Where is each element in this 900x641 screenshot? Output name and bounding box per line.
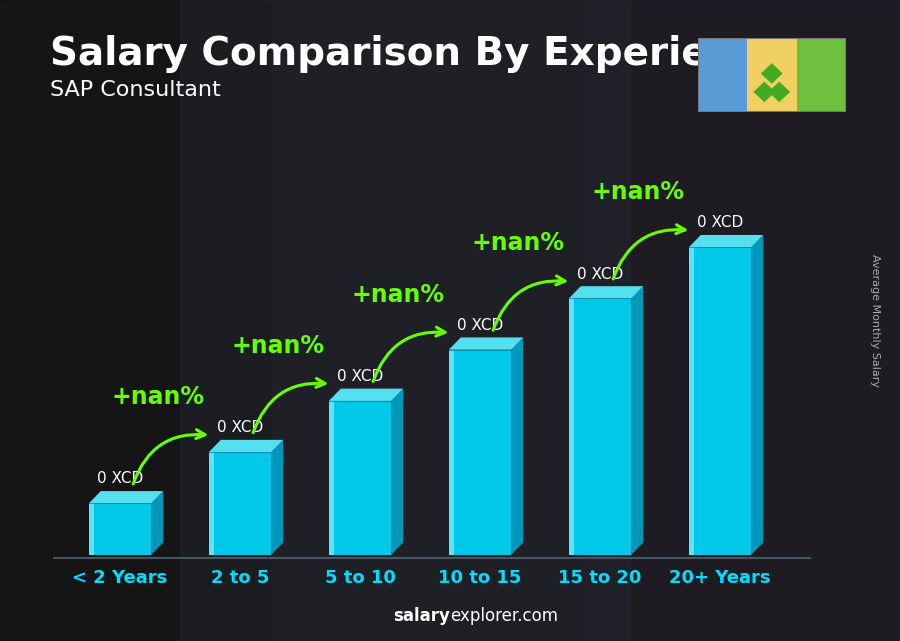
Polygon shape — [271, 440, 284, 554]
Polygon shape — [796, 38, 846, 112]
Polygon shape — [698, 38, 747, 112]
Polygon shape — [209, 452, 214, 554]
Polygon shape — [328, 401, 334, 554]
Polygon shape — [449, 337, 523, 350]
Polygon shape — [449, 350, 511, 554]
Polygon shape — [569, 299, 631, 554]
Text: +nan%: +nan% — [472, 231, 565, 256]
Polygon shape — [209, 440, 284, 452]
Polygon shape — [753, 81, 775, 102]
Text: 0 XCD: 0 XCD — [337, 369, 383, 384]
Polygon shape — [688, 247, 694, 554]
Text: 0 XCD: 0 XCD — [697, 215, 743, 230]
Polygon shape — [449, 350, 454, 554]
Polygon shape — [752, 235, 763, 554]
Text: 0 XCD: 0 XCD — [217, 420, 263, 435]
Polygon shape — [760, 63, 783, 84]
Polygon shape — [89, 503, 94, 554]
Polygon shape — [392, 388, 403, 554]
Text: +nan%: +nan% — [112, 385, 205, 409]
Polygon shape — [631, 286, 644, 554]
Text: 0 XCD: 0 XCD — [97, 472, 143, 487]
Text: 0 XCD: 0 XCD — [577, 267, 623, 281]
Polygon shape — [569, 299, 574, 554]
Text: explorer.com: explorer.com — [450, 607, 558, 625]
Text: +nan%: +nan% — [352, 283, 445, 306]
Polygon shape — [151, 491, 163, 554]
Text: +nan%: +nan% — [232, 334, 325, 358]
Text: Average Monthly Salary: Average Monthly Salary — [869, 254, 880, 387]
Polygon shape — [688, 247, 752, 554]
Polygon shape — [688, 235, 763, 247]
Text: 0 XCD: 0 XCD — [457, 318, 503, 333]
Polygon shape — [769, 81, 790, 102]
Polygon shape — [209, 452, 271, 554]
Polygon shape — [511, 337, 523, 554]
Text: SAP Consultant: SAP Consultant — [50, 80, 220, 100]
Polygon shape — [328, 388, 403, 401]
Polygon shape — [89, 491, 163, 503]
Polygon shape — [747, 38, 796, 112]
Polygon shape — [328, 401, 392, 554]
Polygon shape — [89, 503, 151, 554]
Text: salary: salary — [393, 607, 450, 625]
Text: Salary Comparison By Experience: Salary Comparison By Experience — [50, 35, 784, 73]
Polygon shape — [569, 286, 643, 299]
Text: +nan%: +nan% — [592, 180, 685, 204]
